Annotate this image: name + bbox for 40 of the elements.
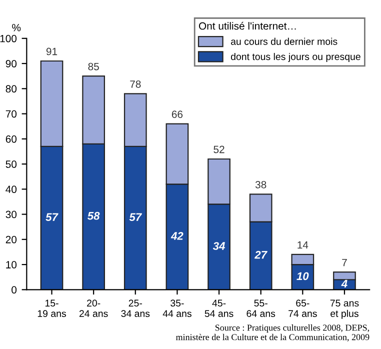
source-note: Source : Pratiques culturelles 2008, DEPS, ministère de la Culture et de la Communication, 2009 bbox=[176, 324, 370, 342]
total-label: 85 bbox=[88, 62, 99, 70]
y-tick-label: 90 bbox=[6, 60, 17, 68]
data-label: 57 bbox=[129, 213, 142, 222]
x-tick-label: 25- 34 ans bbox=[121, 300, 150, 318]
legend-label: au cours du dernier mois bbox=[230, 38, 338, 45]
y-tick-label: 30 bbox=[6, 210, 17, 218]
data-label: 58 bbox=[88, 212, 100, 220]
total-label: 7 bbox=[342, 258, 347, 266]
data-label: 34 bbox=[212, 242, 226, 250]
y-tick-label: 20 bbox=[6, 236, 17, 244]
x-tick-label: 15- 19 ans bbox=[38, 300, 66, 318]
total-label: 14 bbox=[298, 241, 308, 249]
data-label: 57 bbox=[46, 213, 58, 222]
x-tick-label: 65- 74 ans bbox=[288, 300, 317, 318]
total-label: 66 bbox=[172, 110, 183, 118]
y-tick-label: 100 bbox=[0, 34, 17, 42]
x-tick-label: 35- 44 ans bbox=[162, 300, 192, 318]
y-tick-label: 60 bbox=[6, 135, 17, 143]
x-tick-label: 55- 64 ans bbox=[246, 300, 276, 318]
y-tick-label: 70 bbox=[6, 110, 17, 118]
y-axis-title: % bbox=[12, 24, 21, 32]
x-tick-label: 75 ans et plus bbox=[330, 300, 359, 319]
total-label: 91 bbox=[46, 48, 58, 56]
x-tick-label: 45- 54 ans bbox=[204, 300, 234, 318]
data-label: 10 bbox=[296, 272, 309, 280]
data-label: 27 bbox=[254, 250, 268, 259]
y-tick-label: 0 bbox=[12, 286, 17, 294]
legend-title: Ont utilisé l'internet… bbox=[198, 22, 296, 30]
legend-label: dont tous les jours ou presque bbox=[230, 52, 360, 62]
data-label: 42 bbox=[170, 232, 184, 240]
x-tick-label: 20- 24 ans bbox=[79, 300, 108, 318]
y-tick-label: 50 bbox=[6, 160, 17, 168]
total-label: 38 bbox=[255, 180, 266, 188]
y-tick-label: 80 bbox=[6, 85, 17, 93]
total-label: 78 bbox=[130, 80, 141, 88]
total-label: 52 bbox=[214, 146, 224, 154]
y-tick-label: 40 bbox=[6, 186, 17, 194]
data-label: 4 bbox=[341, 280, 348, 288]
y-tick-label: 10 bbox=[6, 261, 17, 268]
